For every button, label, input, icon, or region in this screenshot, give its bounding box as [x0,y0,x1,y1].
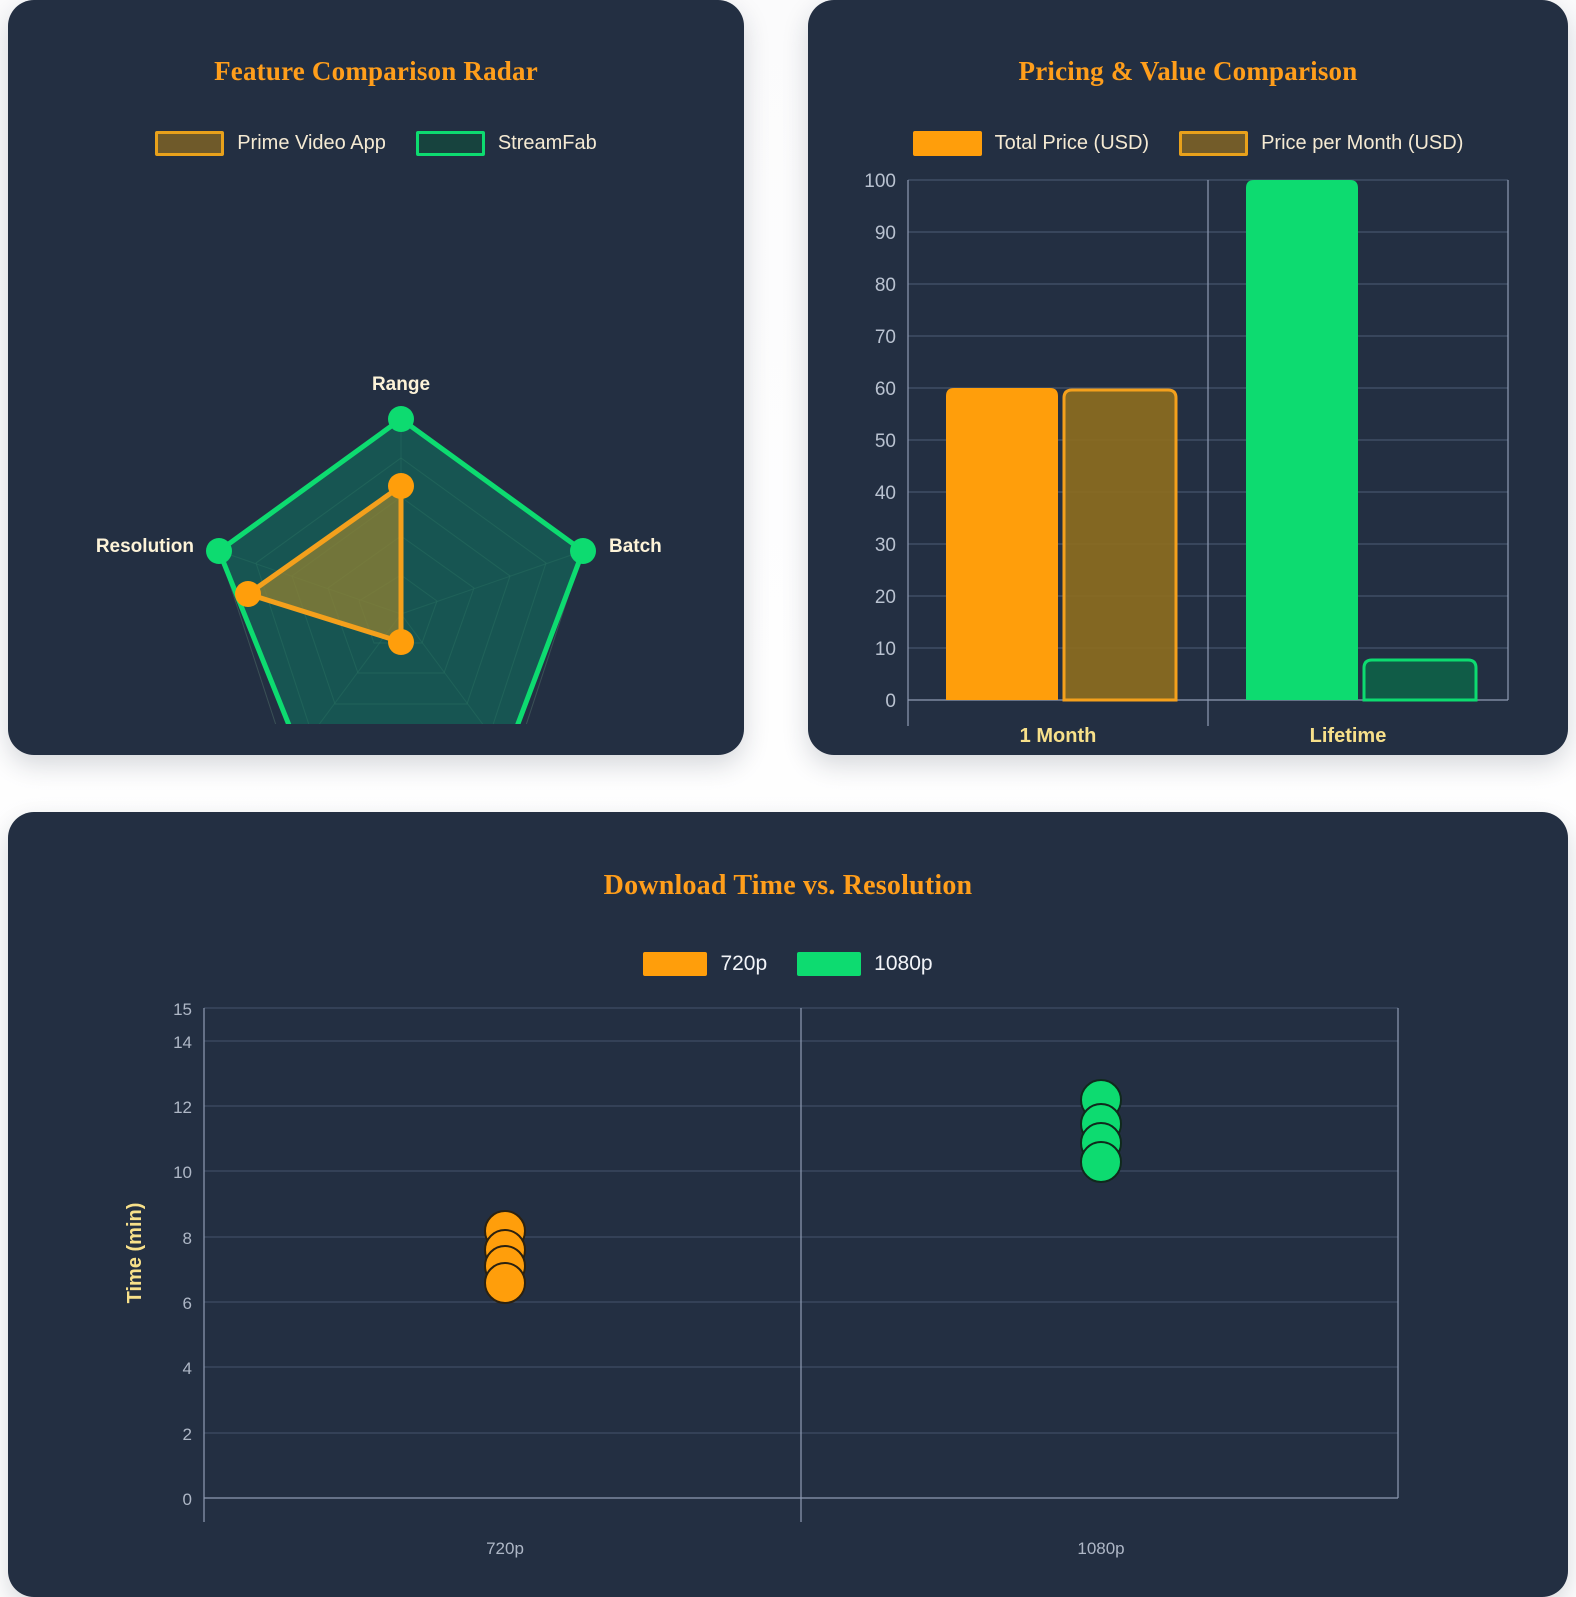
download-time-plot: 15 14 12 10 8 6 4 2 0 Time (min) [124,1000,1399,1558]
y-tick-30: 30 [875,535,896,556]
radar-plot: Range Batch Tracks Metadata Resolution [96,374,662,724]
legend-label-720p: 720p [720,952,768,975]
y-tick-100: 100 [864,171,896,192]
pricing-plot: 100 90 80 70 60 50 40 30 20 10 0 1 Month… [864,171,1509,747]
scatter-series-720p[interactable] [484,1210,526,1304]
bar-lifetime-price-per-month[interactable] [1362,658,1478,702]
radar-series-prime-video-app-area [245,483,404,645]
legend-label-total-price: Total Price (USD) [994,132,1150,154]
legend-label-prime-video-app: Prime Video App [237,132,386,154]
y-tick-14: 14 [173,1033,192,1052]
y-tick-50: 50 [875,431,896,452]
y-tick-15: 15 [173,1000,192,1019]
legend-label-1080p: 1080p [874,952,933,975]
y-tick-0: 0 [183,1490,192,1509]
y-tick-90: 90 [875,223,896,244]
pricing-chart-card: Pricing & Value Comparison Total Price (… [808,0,1568,755]
y-tick-8: 8 [183,1229,192,1248]
download-time-legend: 720p 1080p [8,952,1568,976]
bar-1month-price-per-month[interactable] [1062,388,1178,702]
pricing-y-ticks: 100 90 80 70 60 50 40 30 20 10 0 [864,171,896,712]
y-tick-2: 2 [183,1425,192,1444]
y-tick-0: 0 [885,691,896,712]
y-tick-6: 6 [183,1294,192,1313]
legend-label-price-per-month: Price per Month (USD) [1261,132,1464,154]
y-tick-10: 10 [875,639,896,660]
y-tick-4: 4 [183,1359,192,1378]
radar-axis-label-batch: Batch [609,536,662,557]
legend-item-streamfab[interactable]: StreamFab [415,131,597,156]
legend-item-1080p[interactable]: 1080p [797,952,933,976]
legend-swatch-prime-video-app [155,131,225,156]
bar-lifetime-total-price[interactable] [1246,180,1358,700]
download-time-y-axis-title: Time (min) [124,1203,146,1304]
download-time-y-ticks: 15 14 12 10 8 6 4 2 0 [173,1000,192,1509]
scatter-point-720p[interactable] [484,1262,526,1304]
bar-1month-total-price[interactable] [946,388,1058,700]
scatter-series-1080p[interactable] [1080,1079,1122,1183]
legend-swatch-price-per-month [1179,131,1249,156]
radar-axis-label-resolution: Resolution [96,536,194,557]
y-tick-70: 70 [875,327,896,348]
legend-item-price-per-month[interactable]: Price per Month (USD) [1179,131,1463,156]
legend-item-prime-video-app[interactable]: Prime Video App [155,131,386,156]
legend-swatch-720p [643,952,708,976]
download-time-chart-card: Download Time vs. Resolution 720p 1080p [8,812,1568,1597]
legend-swatch-1080p [797,952,862,976]
download-time-x-label-720p: 720p [486,1539,524,1558]
y-tick-10: 10 [173,1163,192,1182]
download-time-axis-lines [203,1008,1399,1522]
radar-series-prime-video-app-points [235,473,414,655]
radar-legend: Prime Video App StreamFab [8,131,744,156]
y-tick-12: 12 [173,1098,192,1117]
pricing-chart-title: Pricing & Value Comparison [1018,56,1358,86]
download-time-chart-title: Download Time vs. Resolution [603,870,973,901]
radar-chart-card: Feature Comparison Radar Prime Video App… [8,0,744,755]
pricing-category-label-1-month: 1 Month [1020,725,1097,747]
pricing-category-label-lifetime: Lifetime [1310,725,1387,747]
radar-series-streamfab-points [206,406,596,564]
pricing-axis-lines [907,180,1509,726]
legend-swatch-streamfab [415,131,485,156]
y-tick-60: 60 [875,379,896,400]
radar-chart-title: Feature Comparison Radar [214,56,538,86]
radar-axis-label-range: Range [372,374,430,395]
legend-label-streamfab: StreamFab [497,132,597,154]
scatter-point-1080p[interactable] [1080,1141,1122,1183]
y-tick-40: 40 [875,483,896,504]
y-tick-20: 20 [875,587,896,608]
y-tick-80: 80 [875,275,896,296]
legend-item-total-price[interactable]: Total Price (USD) [912,131,1150,156]
download-time-x-label-1080p: 1080p [1077,1539,1124,1558]
pricing-legend: Total Price (USD) Price per Month (USD) [808,131,1568,156]
legend-swatch-total-price [912,131,982,156]
legend-item-720p[interactable]: 720p [643,952,767,976]
